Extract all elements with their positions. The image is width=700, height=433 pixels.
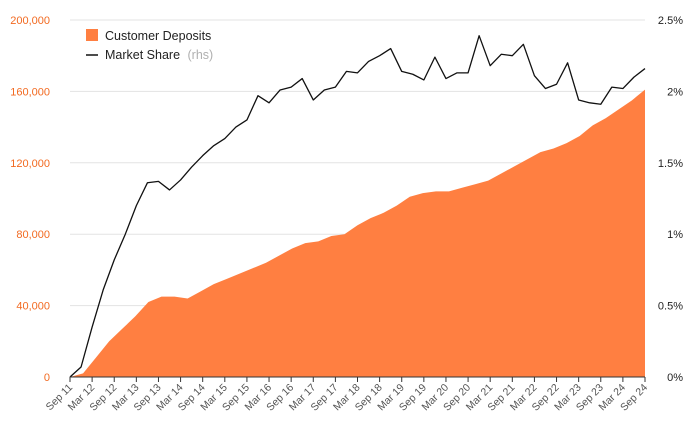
y-right-tick-label-1: 0.5% [658,301,683,313]
y-left-tick-label-2: 80,000 [16,229,50,241]
y-left-tick-label-1: 40,000 [16,301,50,313]
y-right-tick-label-4: 2% [667,86,683,98]
y-right-tick-label-2: 1% [667,229,683,241]
legend-swatch-deposits [86,29,98,41]
y-left-tick-label-4: 160,000 [10,86,50,98]
legend-label-deposits: Customer Deposits [105,29,211,43]
legend-label-share-suffix: (rhs) [188,48,214,62]
legend: Customer Deposits Market Share (rhs) [86,29,213,62]
deposits-area-layer [70,89,645,378]
deposits-area [70,89,645,378]
legend-label-share-main: Market Share [105,48,180,62]
legend-label-share: Market Share (rhs) [105,48,213,62]
y-left-tick-label-0: 0 [44,372,50,384]
market-share-line-layer [69,35,646,378]
y-right-tick-label-5: 2.5% [658,15,683,27]
y-left-tick-label-5: 200,000 [10,15,50,27]
y-right-tick-label-0: 0% [667,372,683,384]
market-share-line [69,35,646,378]
y-left-tick-label-3: 120,000 [10,158,50,170]
y-right-tick-label-3: 1.5% [658,158,683,170]
